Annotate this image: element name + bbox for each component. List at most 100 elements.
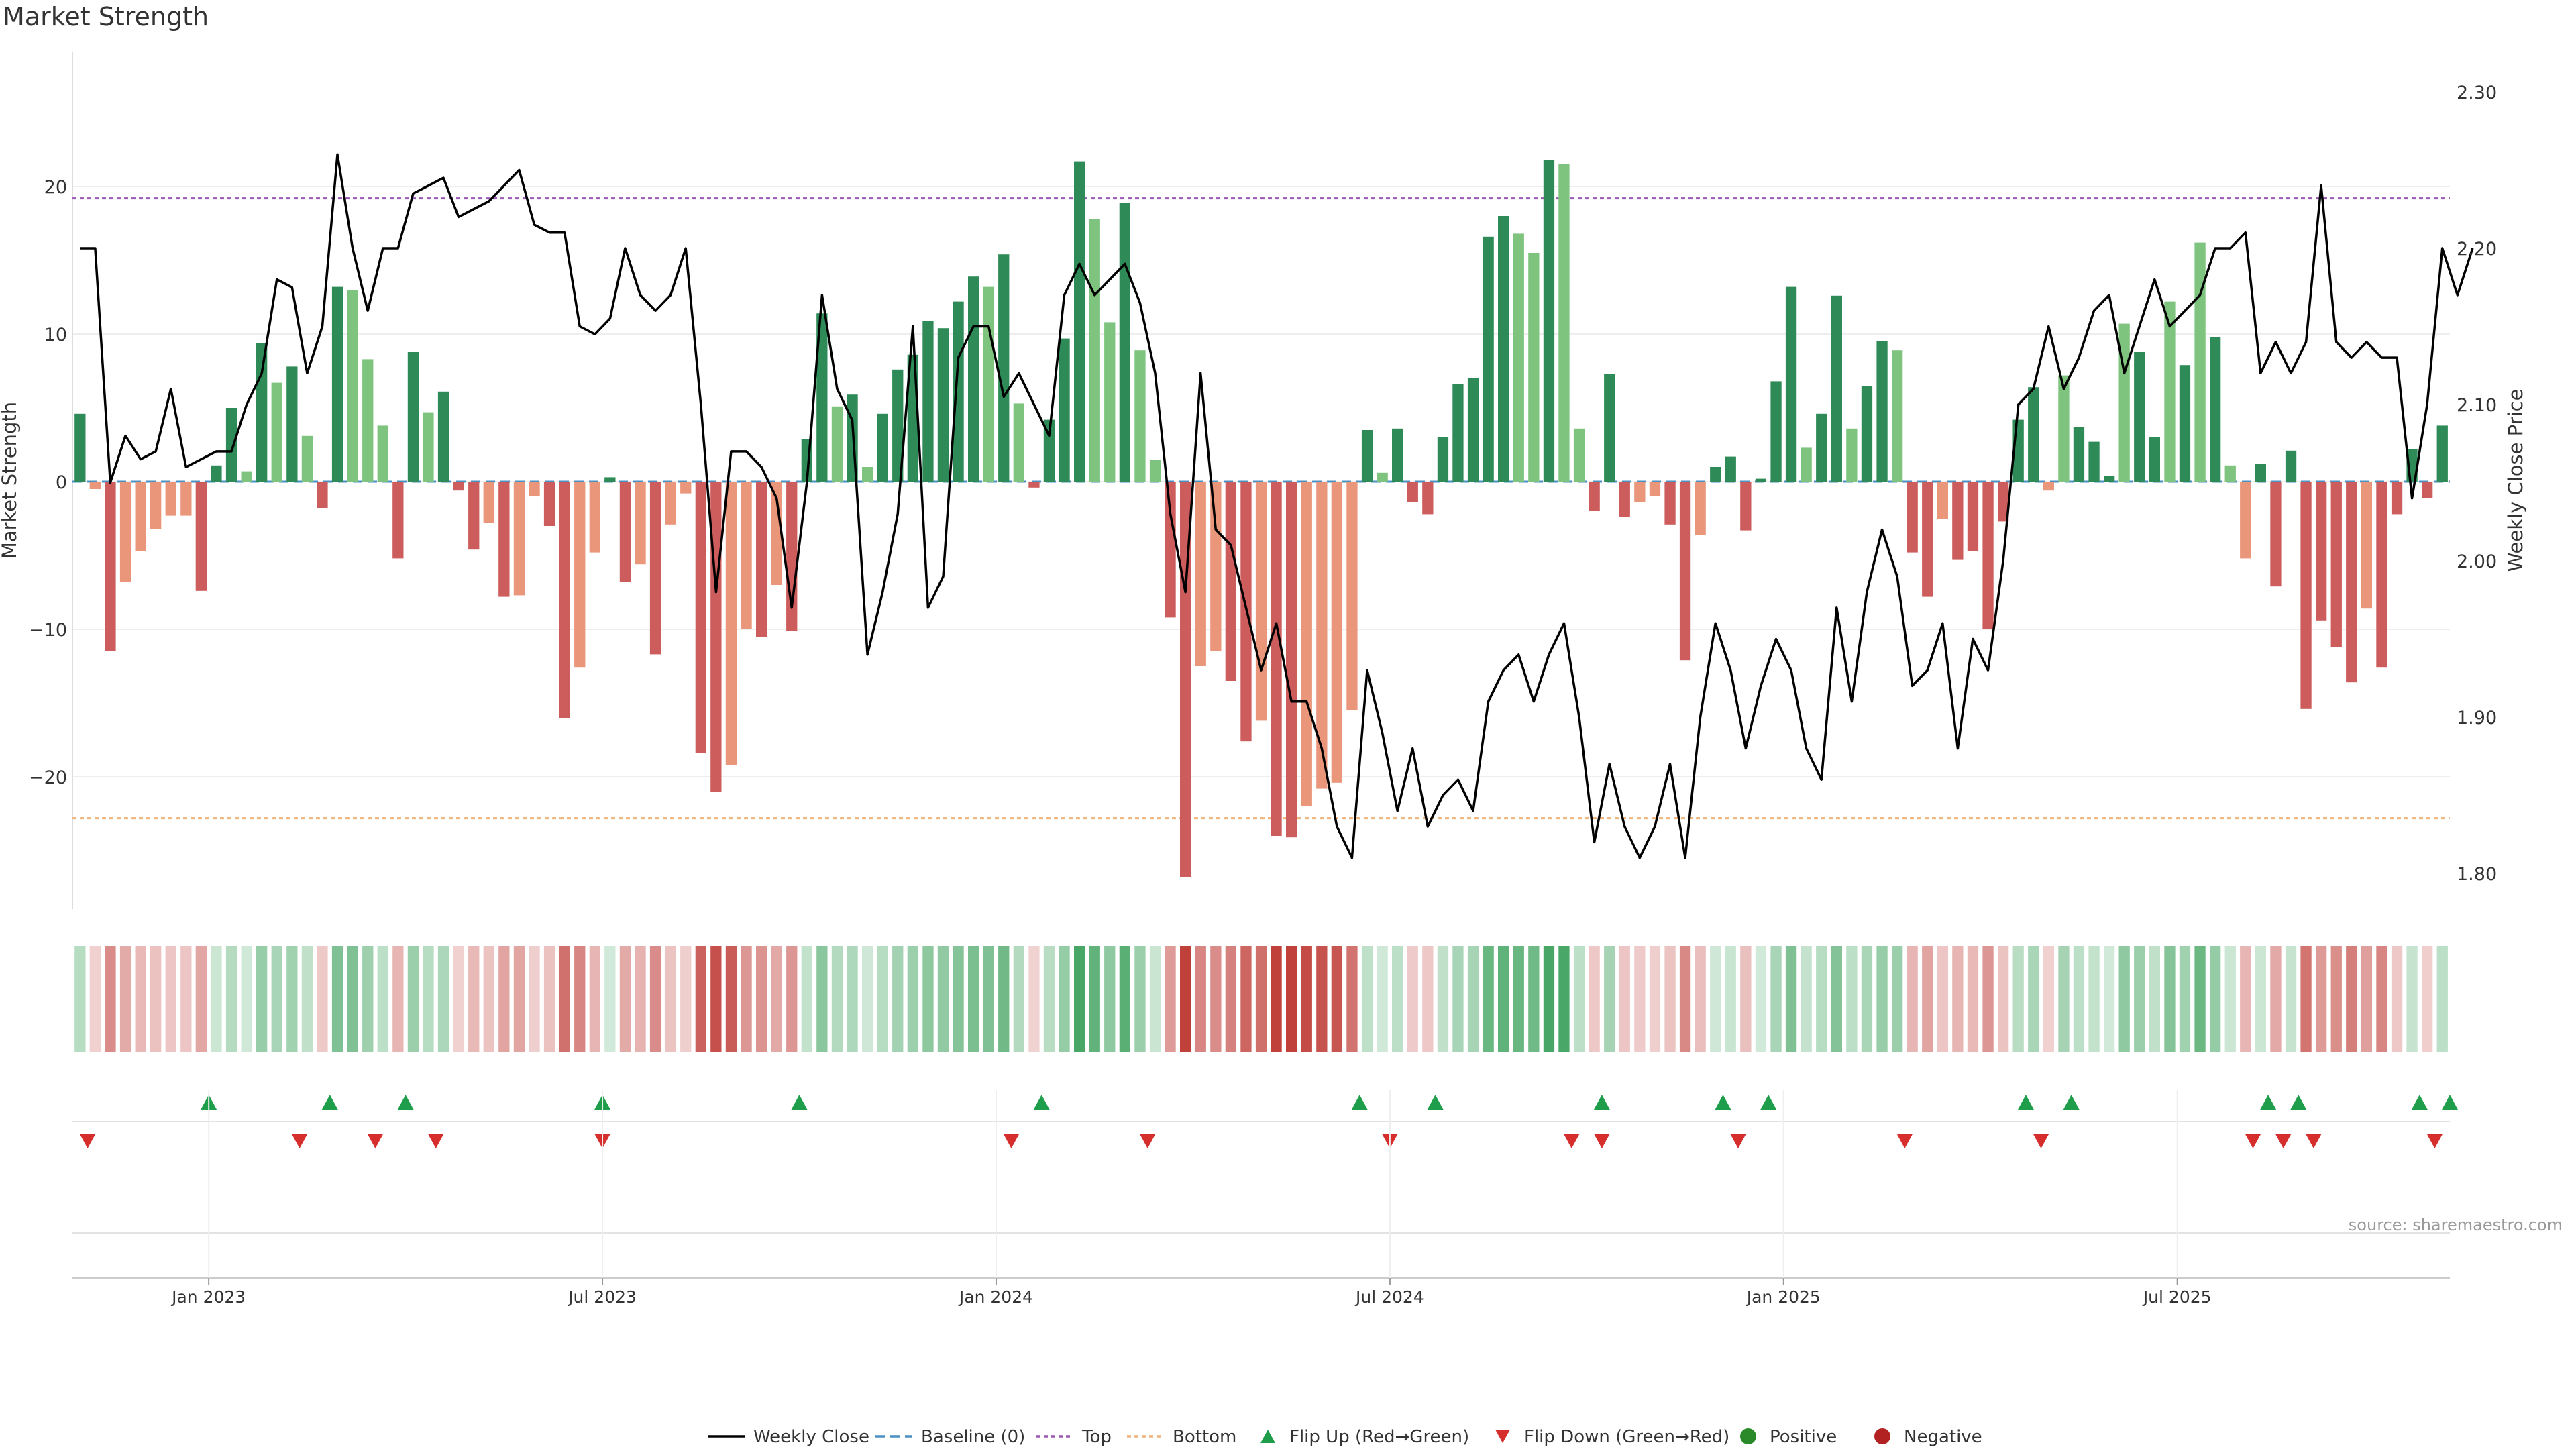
strength-bar [2058, 375, 2070, 482]
heat-cell [377, 946, 388, 1052]
strength-bar [1498, 216, 1509, 482]
heat-cell [241, 946, 252, 1052]
heat-cell [1573, 946, 1585, 1052]
heat-cell [1043, 946, 1055, 1052]
heat-cell [2406, 946, 2418, 1052]
strength-bar [710, 482, 722, 792]
strength-bar [2376, 482, 2387, 668]
strength-bar [1437, 437, 1449, 482]
heat-cell [2376, 946, 2387, 1052]
heat-cell [2134, 946, 2145, 1052]
heat-cell [1801, 946, 1812, 1052]
y-tick-label: 0 [56, 472, 67, 493]
heat-cell [1361, 946, 1373, 1052]
heat-cell [195, 946, 207, 1052]
strength-bar [695, 482, 706, 753]
flip-down-marker [1139, 1134, 1156, 1148]
heat-cell [801, 946, 812, 1052]
heat-cell [619, 946, 631, 1052]
heat-cell [2118, 946, 2130, 1052]
strength-bar [619, 482, 631, 582]
strength-bar [453, 482, 464, 491]
heat-cell [771, 946, 782, 1052]
heat-cell [1695, 946, 1706, 1052]
flip-down-marker [1003, 1134, 1020, 1148]
strength-bar [574, 482, 586, 668]
strength-bar [286, 366, 298, 482]
strength-bar [1331, 482, 1342, 783]
heat-cell [286, 946, 298, 1052]
strength-bar [180, 482, 192, 516]
heat-cell [680, 946, 692, 1052]
strength-bar [968, 276, 979, 482]
heat-cell [756, 946, 767, 1052]
strength-bar [437, 391, 449, 482]
heat-cell [407, 946, 419, 1052]
strength-bar [317, 482, 328, 508]
heat-cell [604, 946, 616, 1052]
strength-bar [1134, 350, 1146, 482]
heat-cell [301, 946, 313, 1052]
heat-cell [983, 946, 994, 1052]
strength-bar [165, 482, 176, 516]
strength-bar [2361, 482, 2372, 609]
strength-bar [195, 482, 207, 591]
heat-cell [1725, 946, 1736, 1052]
strength-bar [225, 408, 237, 482]
strength-bar [1528, 253, 1540, 482]
x-tick-label: Jan 2023 [170, 1287, 246, 1307]
strength-bar [1286, 482, 1297, 838]
strength-bar [135, 482, 146, 551]
heat-cell [892, 946, 904, 1052]
strength-bar [649, 482, 661, 655]
heat-cell [317, 946, 328, 1052]
heat-cell [2285, 946, 2297, 1052]
strength-bar [1710, 467, 1721, 482]
flip-up-marker [1760, 1095, 1777, 1110]
strength-bar [377, 425, 388, 482]
flip-up-marker [791, 1095, 808, 1110]
heat-cell [1543, 946, 1555, 1052]
strength-bar [1467, 378, 1479, 482]
strength-bar [1801, 447, 1812, 482]
heat-cell [2300, 946, 2312, 1052]
heat-cell [1513, 946, 1524, 1052]
heat-cell [1225, 946, 1236, 1052]
strength-bar [1407, 482, 1418, 502]
heat-cell [2316, 946, 2327, 1052]
heat-cell [1755, 946, 1767, 1052]
heat-cell [725, 946, 737, 1052]
heat-cell [105, 946, 116, 1052]
heat-cell [589, 946, 600, 1052]
flip-up-marker [2260, 1095, 2277, 1110]
y2-tick-label: 2.20 [2457, 239, 2497, 260]
heat-cell [1589, 946, 1600, 1052]
strength-bar [1210, 482, 1222, 651]
strength-bar [2316, 482, 2327, 621]
strength-bar [2330, 482, 2342, 647]
heat-cell [225, 946, 237, 1052]
legend-swatch [1495, 1430, 1510, 1443]
strength-bar [892, 369, 904, 482]
heat-cell [1089, 946, 1100, 1052]
heat-cell [2422, 946, 2433, 1052]
strength-bar [1119, 203, 1130, 482]
heat-cell [2104, 946, 2115, 1052]
strength-bar [119, 482, 131, 582]
y-tick-label: −20 [29, 767, 67, 788]
flip-up-marker [1593, 1095, 1610, 1110]
heat-cell [119, 946, 131, 1052]
strength-bar [2149, 437, 2160, 482]
heat-cell [1346, 946, 1358, 1052]
strength-bar [1982, 482, 1994, 629]
strength-bar [1952, 482, 1964, 560]
strength-bar [301, 435, 313, 482]
strength-bar [1013, 403, 1024, 482]
strength-bar [1452, 384, 1464, 482]
heat-cell [1483, 946, 1494, 1052]
x-tick-label: Jan 2025 [1746, 1287, 1821, 1307]
strength-bar [1165, 482, 1176, 618]
chart-title: Market Strength [3, 2, 209, 32]
heat-cell [331, 946, 343, 1052]
